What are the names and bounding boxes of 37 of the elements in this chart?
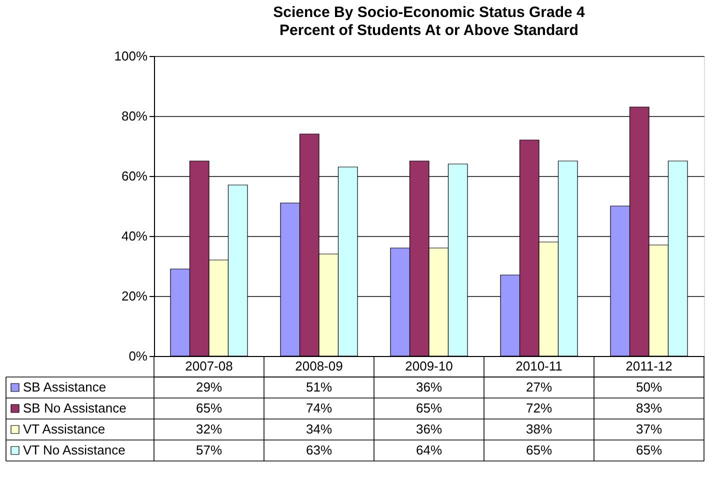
data-label: 83%: [636, 400, 662, 416]
legend-label: SB Assistance: [23, 380, 106, 394]
data-label: 38%: [526, 422, 552, 436]
data-label: 74%: [306, 400, 332, 416]
data-label: 32%: [196, 422, 222, 436]
y-tick-label: 60%: [121, 168, 148, 184]
legend-label: VT Assistance: [23, 422, 106, 436]
y-tick-label: 100%: [114, 48, 148, 64]
legend-label: VT No Assistance: [23, 442, 126, 458]
data-label: 34%: [306, 422, 332, 436]
data-label: 27%: [526, 380, 552, 394]
y-tick-label: 0%: [128, 348, 148, 364]
legend-label: SB No Assistance: [23, 400, 126, 416]
data-label: 63%: [306, 442, 332, 458]
chart-title: Science By Socio-Economic Status Grade 4: [273, 4, 586, 21]
y-tick-label: 40%: [121, 228, 148, 244]
x-tick-label: 2007-08: [185, 358, 233, 374]
y-tick-label: 20%: [121, 288, 148, 304]
y-tick-label: 80%: [121, 108, 148, 124]
data-label: 65%: [636, 442, 662, 458]
x-tick-label: 2009-10: [405, 358, 453, 374]
data-label: 64%: [416, 442, 442, 458]
data-label: 51%: [306, 380, 332, 394]
data-label: 65%: [196, 400, 222, 416]
data-label: 65%: [526, 442, 552, 458]
data-label: 57%: [196, 442, 222, 458]
data-label: 72%: [526, 400, 552, 416]
data-label: 36%: [416, 380, 442, 394]
x-tick-label: 2010-11: [516, 358, 562, 374]
data-label: 29%: [196, 380, 222, 394]
data-label: 65%: [416, 400, 442, 416]
data-label: 50%: [636, 380, 662, 394]
chart-subtitle: Percent of Students At or Above Standard: [280, 22, 578, 39]
x-tick-label: 2008-09: [295, 358, 343, 374]
data-label: 37%: [636, 422, 662, 436]
x-tick-label: 2011-12: [626, 358, 672, 374]
data-label: 36%: [416, 422, 442, 436]
